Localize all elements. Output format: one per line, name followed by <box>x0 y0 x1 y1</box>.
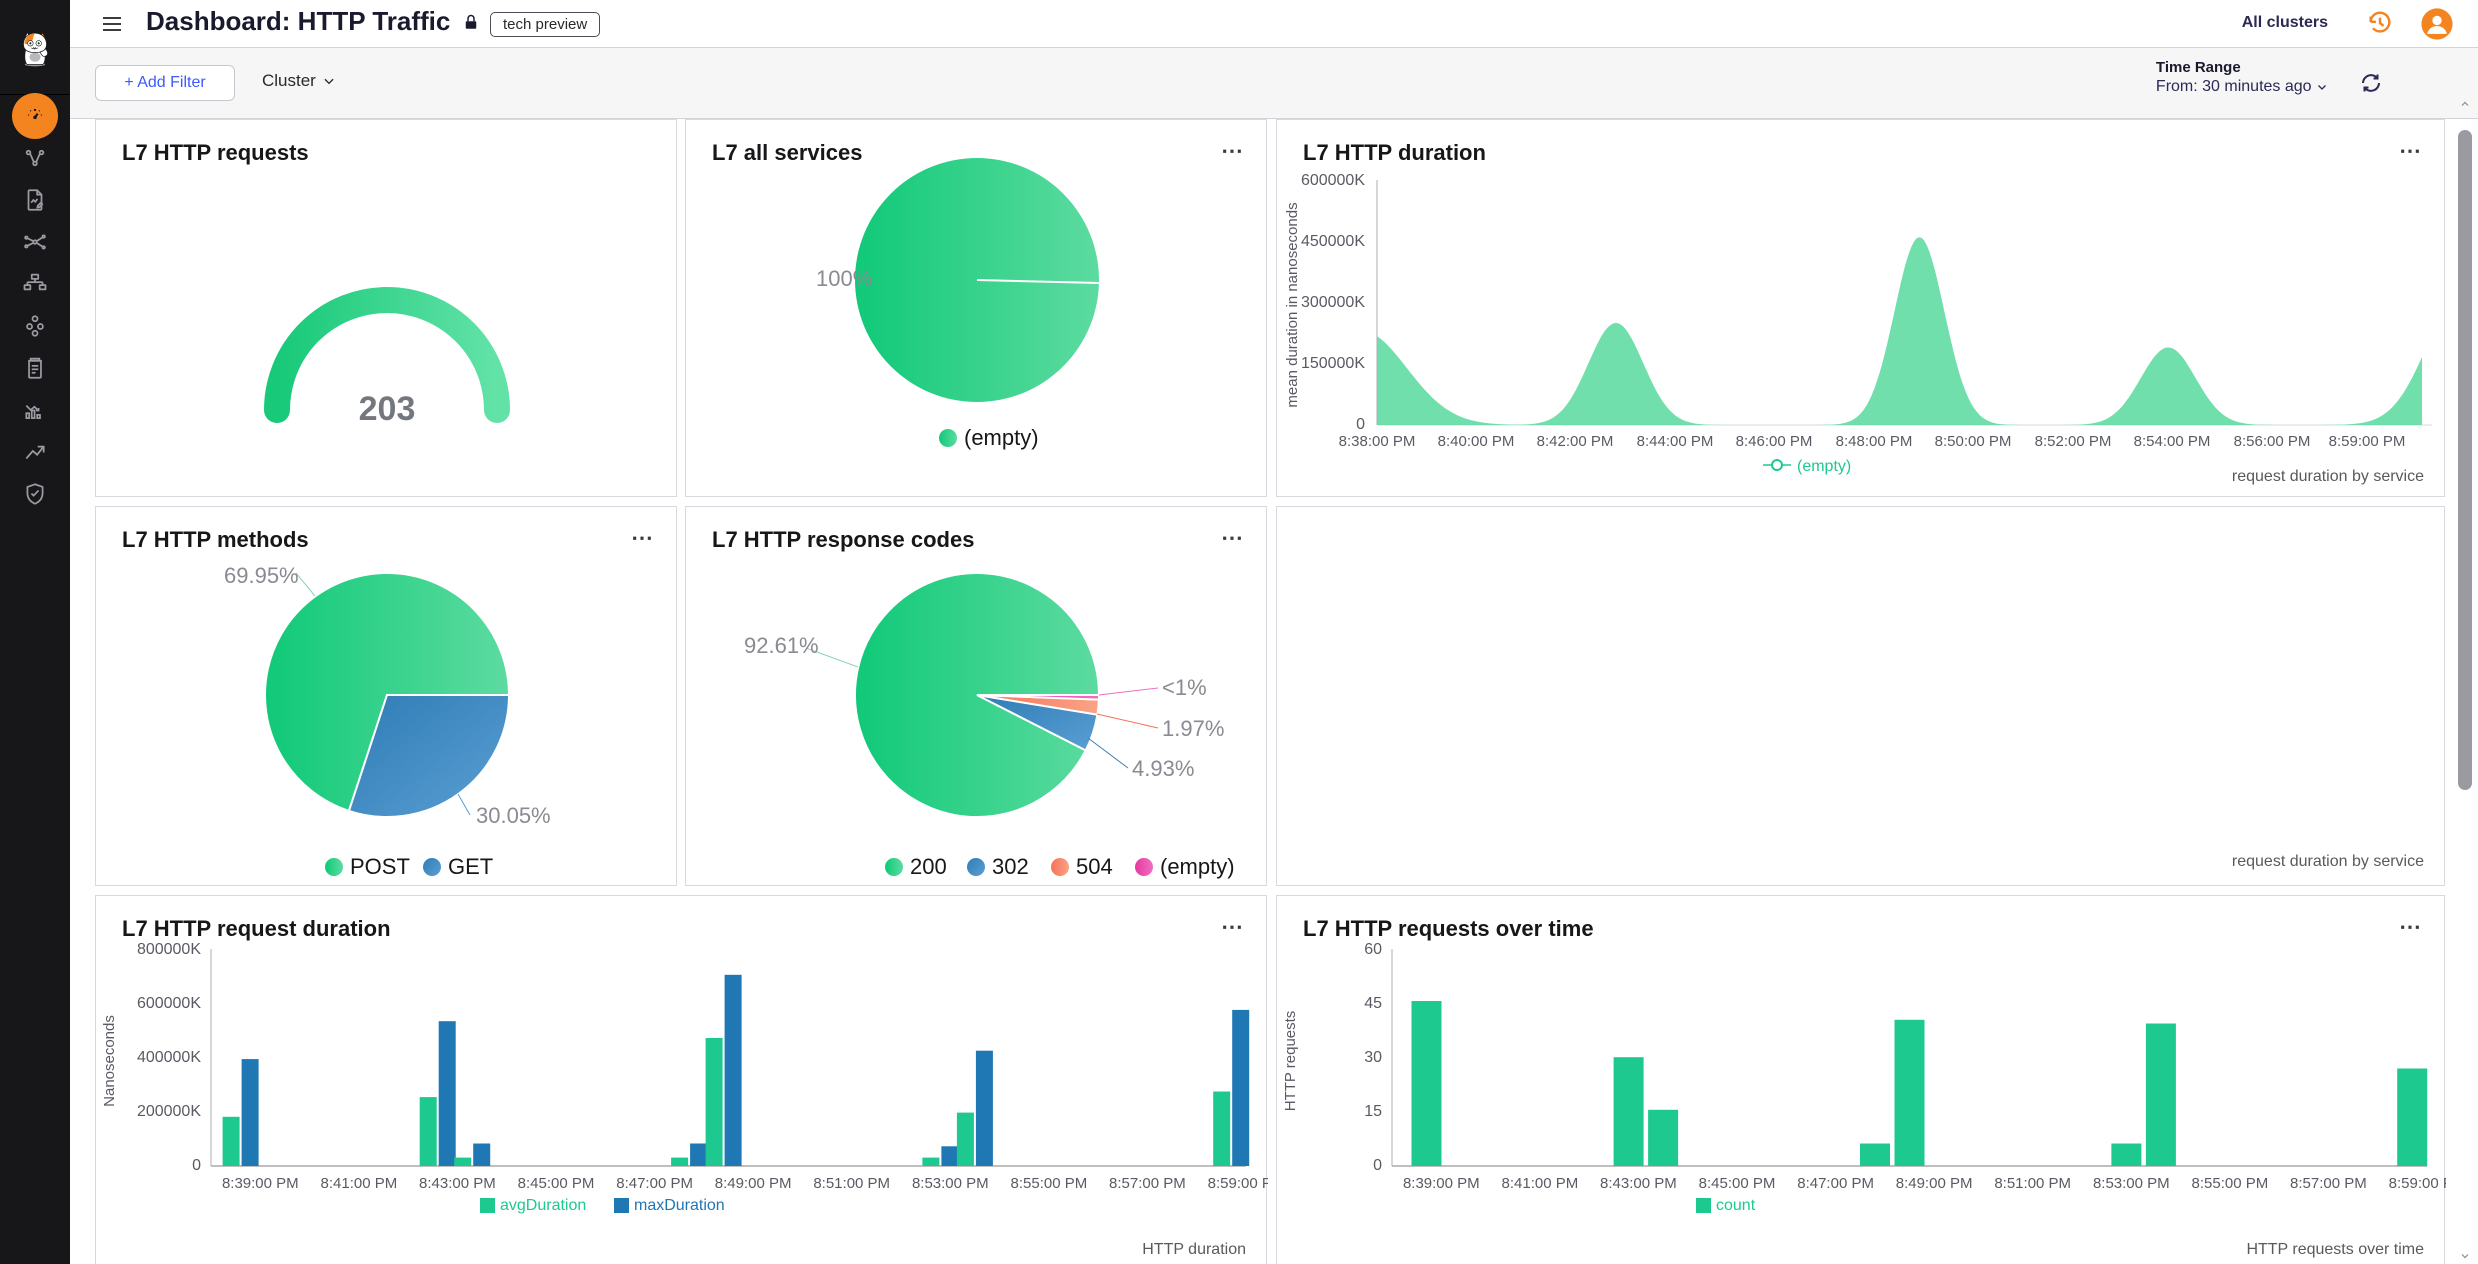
svg-text:302: 302 <box>992 854 1029 879</box>
svg-text:8:46:00 PM: 8:46:00 PM <box>1736 433 1813 450</box>
svg-text:(empty): (empty) <box>964 425 1039 450</box>
svg-text:600000K: 600000K <box>1301 172 1365 189</box>
svg-text:8:53:00 PM: 8:53:00 PM <box>2093 1175 2170 1192</box>
svg-text:8:56:00 PM: 8:56:00 PM <box>2234 433 2311 450</box>
svg-text:(empty): (empty) <box>1797 458 1851 475</box>
svg-text:8:49:00 PM: 8:49:00 PM <box>715 1175 792 1192</box>
svg-text:GET: GET <box>448 854 493 879</box>
svg-text:Nanoseconds: Nanoseconds <box>101 1015 118 1107</box>
svg-text:8:44:00 PM: 8:44:00 PM <box>1637 433 1714 450</box>
svg-text:8:43:00 PM: 8:43:00 PM <box>419 1175 496 1192</box>
svg-text:POST: POST <box>350 854 410 879</box>
svg-text:200000K: 200000K <box>137 1103 201 1120</box>
svg-text:8:51:00 PM: 8:51:00 PM <box>813 1175 890 1192</box>
svg-text:HTTP requests: HTTP requests <box>1282 1011 1299 1112</box>
svg-text:8:41:00 PM: 8:41:00 PM <box>1502 1175 1579 1192</box>
svg-text:150000K: 150000K <box>1301 355 1365 372</box>
svg-text:8:39:00 PM: 8:39:00 PM <box>1403 1175 1480 1192</box>
svg-text:8:59:00 PM: 8:59:00 PM <box>2389 1175 2446 1192</box>
svg-text:8:52:00 PM: 8:52:00 PM <box>2035 433 2112 450</box>
svg-text:maxDuration: maxDuration <box>634 1197 725 1214</box>
svg-text:8:41:00 PM: 8:41:00 PM <box>321 1175 398 1192</box>
svg-text:8:57:00 PM: 8:57:00 PM <box>2290 1175 2367 1192</box>
svg-text:450000K: 450000K <box>1301 233 1365 250</box>
svg-text:800000K: 800000K <box>137 941 201 958</box>
svg-text:8:38:00 PM: 8:38:00 PM <box>1339 433 1416 450</box>
svg-text:0: 0 <box>1356 416 1365 433</box>
svg-text:8:43:00 PM: 8:43:00 PM <box>1600 1175 1677 1192</box>
svg-text:8:53:00 PM: 8:53:00 PM <box>912 1175 989 1192</box>
svg-text:92.61%: 92.61% <box>744 633 819 658</box>
svg-text:8:45:00 PM: 8:45:00 PM <box>518 1175 595 1192</box>
svg-text:8:40:00 PM: 8:40:00 PM <box>1438 433 1515 450</box>
svg-text:8:59:00 PM: 8:59:00 PM <box>1208 1175 1268 1192</box>
svg-text:300000K: 300000K <box>1301 294 1365 311</box>
svg-text:15: 15 <box>1364 1103 1382 1120</box>
svg-text:8:51:00 PM: 8:51:00 PM <box>1994 1175 2071 1192</box>
svg-text:8:50:00 PM: 8:50:00 PM <box>1935 433 2012 450</box>
svg-text:8:47:00 PM: 8:47:00 PM <box>616 1175 693 1192</box>
svg-text:69.95%: 69.95% <box>224 563 299 588</box>
svg-text:504: 504 <box>1076 854 1113 879</box>
svg-text:8:55:00 PM: 8:55:00 PM <box>2192 1175 2269 1192</box>
svg-text:8:48:00 PM: 8:48:00 PM <box>1836 433 1913 450</box>
svg-text:(empty): (empty) <box>1160 854 1235 879</box>
svg-text:8:47:00 PM: 8:47:00 PM <box>1797 1175 1874 1192</box>
svg-text:8:59:00 PM: 8:59:00 PM <box>2329 433 2406 450</box>
svg-text:mean duration in nanoseconds: mean duration in nanoseconds <box>1284 202 1301 407</box>
svg-text:8:55:00 PM: 8:55:00 PM <box>1011 1175 1088 1192</box>
svg-text:8:54:00 PM: 8:54:00 PM <box>2134 433 2211 450</box>
svg-text:8:42:00 PM: 8:42:00 PM <box>1537 433 1614 450</box>
svg-text:0: 0 <box>1373 1157 1382 1174</box>
svg-text:8:49:00 PM: 8:49:00 PM <box>1896 1175 1973 1192</box>
svg-text:45: 45 <box>1364 995 1382 1012</box>
svg-text:200: 200 <box>910 854 947 879</box>
svg-text:count: count <box>1716 1197 1756 1214</box>
svg-text:203: 203 <box>359 390 416 428</box>
svg-text:60: 60 <box>1364 941 1382 958</box>
svg-text:8:57:00 PM: 8:57:00 PM <box>1109 1175 1186 1192</box>
svg-text:600000K: 600000K <box>137 995 201 1012</box>
svg-text:0: 0 <box>192 1157 201 1174</box>
svg-text:1.97%: 1.97% <box>1162 716 1224 741</box>
svg-text:30.05%: 30.05% <box>476 803 551 828</box>
svg-text:100%: 100% <box>816 266 872 291</box>
svg-text:avgDuration: avgDuration <box>500 1197 586 1214</box>
svg-text:<1%: <1% <box>1162 675 1207 700</box>
svg-text:8:39:00 PM: 8:39:00 PM <box>222 1175 299 1192</box>
svg-text:8:45:00 PM: 8:45:00 PM <box>1699 1175 1776 1192</box>
svg-text:400000K: 400000K <box>137 1049 201 1066</box>
svg-text:4.93%: 4.93% <box>1132 756 1194 781</box>
svg-text:30: 30 <box>1364 1049 1382 1066</box>
